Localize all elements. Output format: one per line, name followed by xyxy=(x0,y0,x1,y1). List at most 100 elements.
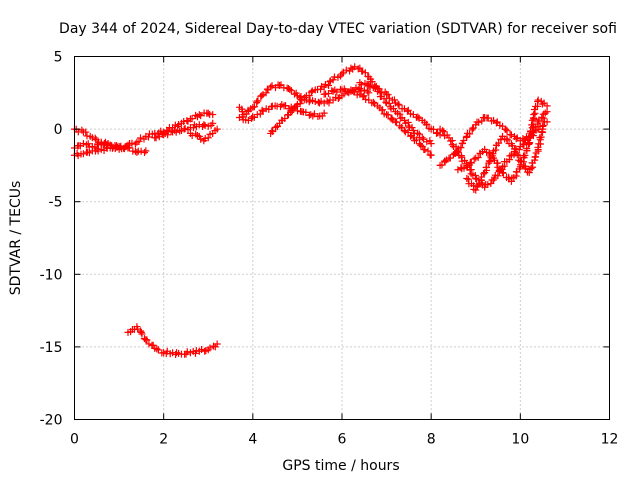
series-arc-6 xyxy=(124,323,221,358)
data-point-interp xyxy=(382,98,390,106)
data-point-interp xyxy=(296,100,304,108)
data-point-interp xyxy=(378,89,386,97)
data-point-interp xyxy=(334,94,342,102)
data-point xyxy=(454,148,462,156)
data-point-interp xyxy=(258,106,266,114)
data-point-interp xyxy=(475,180,483,188)
data-point-interp xyxy=(470,155,478,163)
data-point xyxy=(427,140,435,148)
x-tick-label: 2 xyxy=(159,432,168,448)
data-point-interp xyxy=(523,144,531,152)
grid xyxy=(74,56,610,420)
data-point xyxy=(463,174,471,182)
data-point-interp xyxy=(128,139,136,147)
data-point-interp xyxy=(84,140,92,148)
data-point-interp xyxy=(412,136,420,144)
data-point xyxy=(530,111,538,119)
series-arc-15 xyxy=(463,125,547,194)
data-point xyxy=(195,111,203,119)
data-point xyxy=(258,92,266,100)
data-point-interp xyxy=(438,161,446,169)
data-point-interp xyxy=(478,117,486,125)
series-arc-5 xyxy=(186,125,221,145)
data-point-interp xyxy=(395,101,403,109)
data-point xyxy=(267,83,275,91)
chart-title: Day 344 of 2024, Sidereal Day-to-day VTE… xyxy=(59,21,617,37)
data-point-interp xyxy=(421,146,429,154)
data-point-interp xyxy=(333,88,341,96)
data-point-interp xyxy=(466,158,474,166)
data-point-interp xyxy=(362,95,370,103)
data-point-interp xyxy=(448,141,456,149)
data-point-interp xyxy=(302,108,310,116)
series-arc-4 xyxy=(151,119,217,142)
data-point-interp xyxy=(517,158,525,166)
data-point-interp xyxy=(474,154,482,162)
x-tick-label: 6 xyxy=(338,432,347,448)
data-point xyxy=(213,340,221,348)
data-point-interp xyxy=(154,346,162,354)
data-point-interp xyxy=(538,113,546,121)
data-point-interp xyxy=(521,151,529,159)
data-point-interp xyxy=(198,346,206,354)
data-point-interp xyxy=(328,87,336,95)
data-point-interp xyxy=(308,87,316,95)
data-point-interp xyxy=(439,127,447,135)
data-point-interp xyxy=(440,128,448,136)
data-point-interp xyxy=(361,69,369,77)
data-point xyxy=(516,157,524,165)
series-arc-1 xyxy=(71,109,217,153)
data-point xyxy=(276,82,284,90)
data-point-interp xyxy=(286,85,294,93)
data-point-interp xyxy=(288,107,296,115)
data-point-interp xyxy=(342,66,350,74)
data-point-interp xyxy=(404,106,412,114)
data-point-interp xyxy=(305,98,313,106)
data-point-interp xyxy=(453,148,461,156)
data-point xyxy=(204,134,212,142)
data-point-interp xyxy=(94,147,102,155)
data-point-interp xyxy=(423,120,431,128)
data-point xyxy=(539,125,547,133)
data-point-interp xyxy=(370,98,378,106)
y-tick-label: -10 xyxy=(40,267,63,283)
data-point-interp xyxy=(111,142,119,150)
tick-labels: 0 2 4 6 8 10 12 -20 -15 -10 -5 0 5 xyxy=(40,50,619,448)
y-axis-label: SDTVAR / TECUs xyxy=(8,181,24,296)
data-point xyxy=(365,89,373,97)
data-point-interp xyxy=(101,138,109,146)
data-point xyxy=(213,125,221,133)
data-point-interp xyxy=(254,97,262,105)
data-point-interp xyxy=(452,143,460,151)
data-point-interp xyxy=(473,175,481,183)
data-point-interp xyxy=(506,152,514,160)
series-arc-9 xyxy=(267,63,435,148)
data-point-interp xyxy=(497,136,505,144)
data-point-interp xyxy=(526,139,534,147)
data-point xyxy=(400,127,408,135)
data-point-interp xyxy=(394,100,402,108)
data-point-interp xyxy=(384,111,392,119)
data-point-interp xyxy=(433,129,441,137)
y-tick-label: 5 xyxy=(54,50,63,66)
data-point-interp xyxy=(183,117,191,125)
data-point-interp xyxy=(503,136,511,144)
data-layer xyxy=(71,63,551,358)
series-arc-10 xyxy=(320,85,435,159)
data-point-interp xyxy=(144,133,152,141)
data-point xyxy=(311,98,319,106)
data-point-interp xyxy=(368,78,376,86)
data-point-interp xyxy=(475,118,483,126)
data-point-interp xyxy=(363,87,371,95)
data-point-interp xyxy=(206,344,214,352)
data-point-interp xyxy=(112,143,120,151)
data-point-interp xyxy=(423,138,431,146)
data-point xyxy=(142,147,150,155)
data-point xyxy=(124,144,132,152)
data-point-interp xyxy=(530,106,538,114)
data-point xyxy=(338,70,346,78)
data-point-interp xyxy=(183,348,191,356)
data-point-interp xyxy=(287,87,295,95)
data-point-interp xyxy=(538,100,546,108)
